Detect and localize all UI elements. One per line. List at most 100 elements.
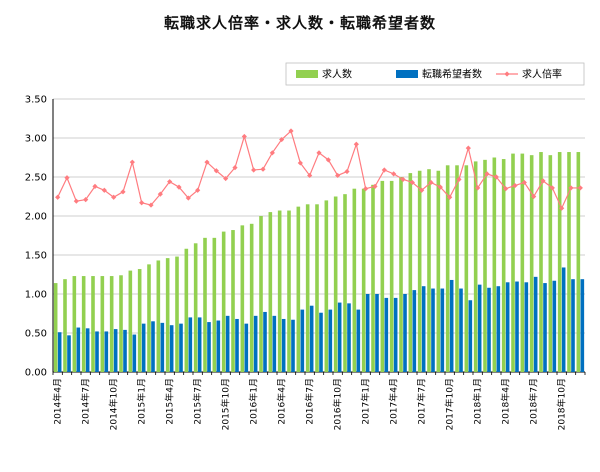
ratio-point [363,186,369,192]
ratio-point [55,194,61,200]
x-tick-label: 2015年10月 [220,378,232,430]
bar-job-openings [203,237,207,372]
ratio-point [559,205,565,211]
ratio-point [353,141,359,147]
bar-job-seekers [552,280,557,372]
ratio-point [428,179,434,186]
ratio-point [279,136,285,143]
y-tick-label: 1.00 [25,290,47,301]
ratio-point [288,128,294,134]
x-tick-label: 2017年1月 [360,378,372,425]
ratio-point [503,186,509,192]
ratio-point [83,197,89,203]
x-tick-label: 2014年7月 [80,378,92,425]
ratio-point [92,183,98,189]
bar-job-seekers [309,305,314,372]
ratio-point [111,194,117,200]
bar-job-openings [259,216,263,372]
bar-job-seekers [421,286,426,372]
bar-job-openings [305,204,310,372]
bar-job-openings [417,170,422,372]
bar-job-openings [128,270,133,372]
bar-job-seekers [524,282,529,372]
bar-job-openings [380,180,385,372]
ratio-point [335,172,341,179]
bar-job-openings [240,225,245,372]
y-tick-label: 3.00 [25,134,47,145]
ratio-point [204,159,210,165]
bar-job-openings [268,212,273,372]
bar-job-openings [231,230,235,372]
bar-job-openings [539,152,543,372]
ratio-point [129,159,135,165]
ratio-point [344,168,350,175]
ratio-point [297,160,303,166]
bar-job-seekers [113,329,118,372]
bar-job-seekers [85,328,90,372]
bar-job-openings [389,180,394,372]
bar-job-seekers [141,323,146,372]
ratio-point [540,178,546,184]
bar-job-seekers [459,288,463,372]
ratio-point [307,172,313,179]
bar-job-openings [175,256,179,372]
bar-job-openings [287,210,291,372]
bar-job-seekers [272,315,277,372]
bar-job-openings [520,153,525,372]
ratio-point [391,171,397,177]
bar-job-openings [53,283,58,372]
ratio-point [475,185,481,191]
bar-job-seekers [235,318,239,372]
bar-job-openings [184,248,189,372]
ratio-point [419,187,425,193]
bar-job-seekers [449,279,454,372]
bar-job-seekers [337,302,342,372]
bar-job-openings [445,165,450,372]
bar-job-openings [371,184,375,372]
ratio-point [101,187,107,193]
bar-job-seekers [57,332,62,372]
ratio-point [223,175,229,182]
bar-job-openings [296,206,301,372]
bar-job-seekers [216,320,221,372]
y-tick-label: 2.50 [25,173,47,184]
y-tick-label: 3.50 [25,95,47,106]
bar-job-seekers [440,288,445,372]
bar-job-openings [455,165,459,372]
bar-job-openings [427,169,431,372]
bar-job-seekers [197,317,202,372]
legend-box [285,62,585,86]
ratio-point [568,185,574,191]
ratio-point [409,179,415,186]
bar-job-openings [315,204,319,372]
ratio-point [325,157,331,163]
bar-job-seekers [253,315,258,372]
bar-job-openings [464,165,469,372]
bar-job-seekers [281,318,286,372]
legend-marker [504,71,510,77]
ratio-point [549,185,555,191]
bar-job-openings [548,155,553,372]
bar-job-openings [221,231,226,372]
bar-job-openings [408,173,413,372]
bar-job-openings [557,152,562,372]
ratio-point [493,174,499,180]
bar-job-openings [249,223,254,372]
ratio-point [447,194,453,200]
bar-job-seekers [487,287,491,372]
bar-job-openings [147,264,151,372]
bar-job-openings [483,159,487,372]
bar-job-seekers [375,294,379,372]
bar-job-seekers [225,315,230,372]
chart-title: 転職求人倍率・求人数・転職希望者数 [163,14,436,32]
bar-job-openings [109,276,114,372]
bar-job-seekers [571,279,575,372]
bar-job-seekers [207,322,211,372]
bar-job-seekers [151,321,155,372]
bar-job-openings [361,188,366,372]
x-tick-label: 2016年10月 [332,378,344,430]
bar-job-openings [165,258,170,372]
x-tick-label: 2017年10月 [444,378,456,430]
ratio-point [185,195,191,201]
bar-job-seekers [169,325,174,372]
